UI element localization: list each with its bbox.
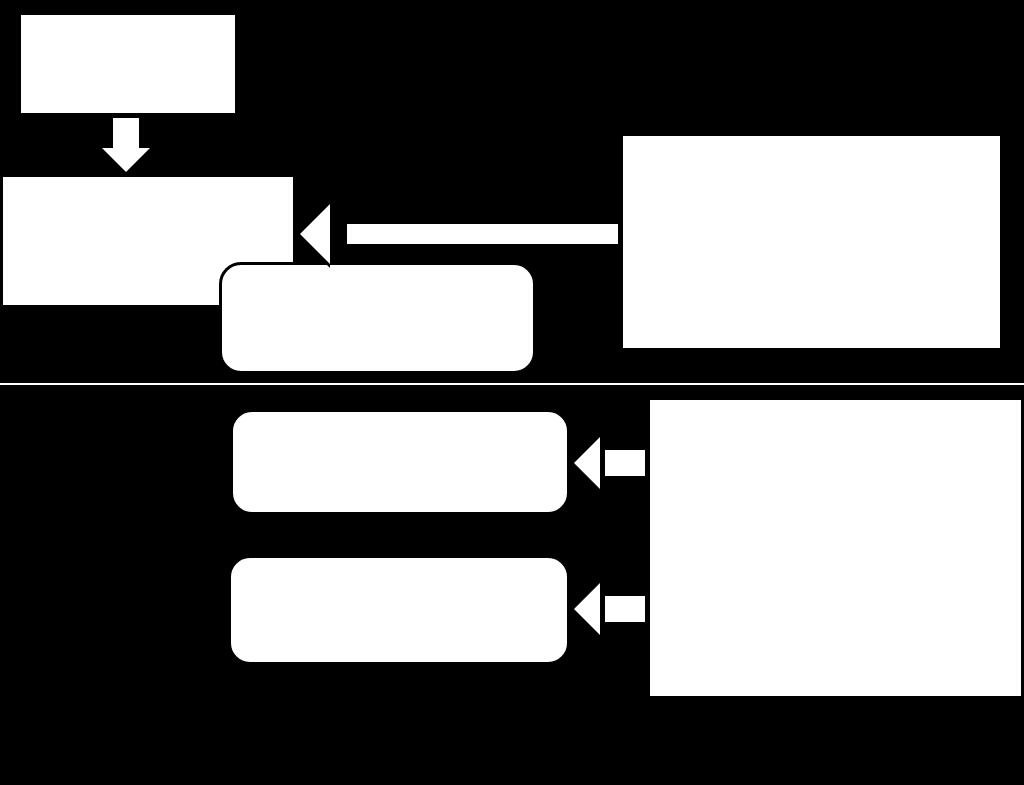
section-divider	[0, 383, 1024, 385]
flowchart-node	[620, 133, 1003, 351]
arrow-shaft	[605, 448, 647, 478]
flowchart-node	[219, 262, 536, 374]
flowchart-node	[18, 12, 238, 116]
arrow-shaft	[347, 222, 620, 246]
arrow-head-fill	[574, 583, 600, 635]
arrow-shaft	[111, 116, 141, 148]
arrow-head-fill	[300, 204, 330, 264]
arrow-head-fill	[574, 437, 600, 489]
flowchart-node	[230, 409, 570, 515]
flowchart-node	[647, 397, 1024, 699]
flowchart-node	[228, 555, 570, 665]
arrow-head-fill	[102, 148, 150, 172]
arrow-shaft	[605, 594, 647, 624]
flowchart-canvas	[0, 0, 1024, 785]
